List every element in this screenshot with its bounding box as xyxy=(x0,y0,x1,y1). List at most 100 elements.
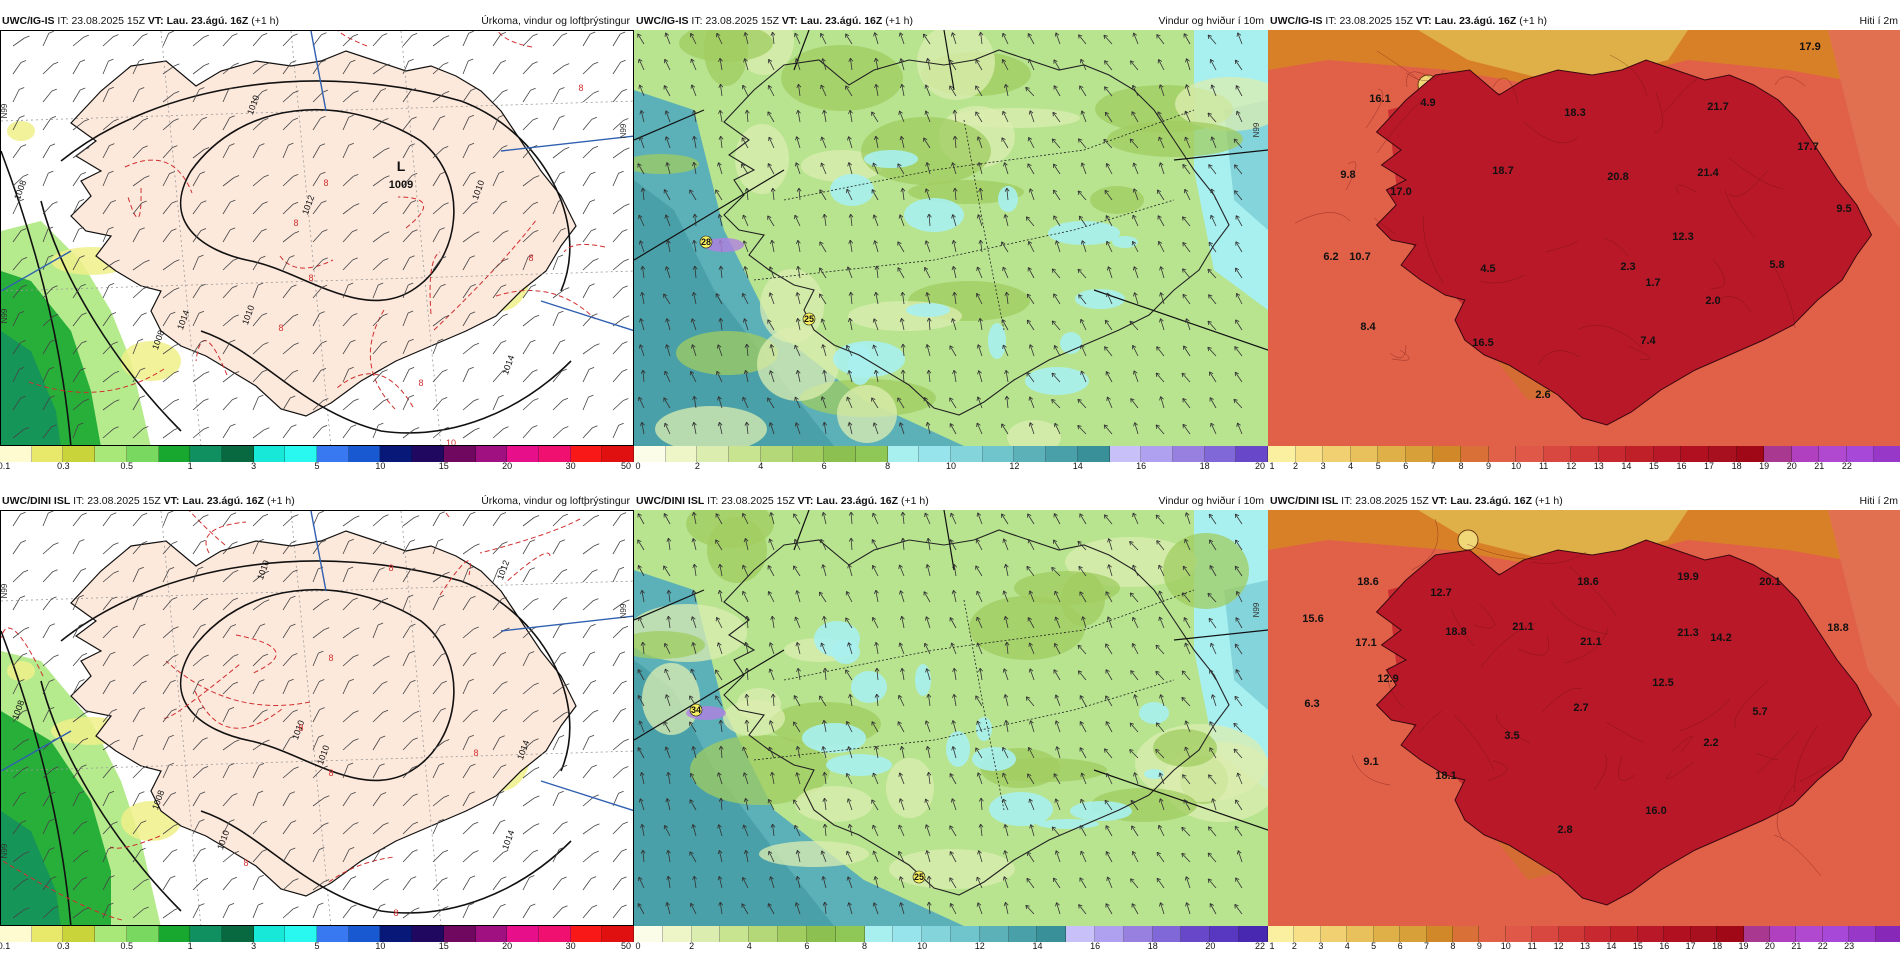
panel-title: Vindur og hviður í 10m xyxy=(1159,492,1264,510)
colorbar-swatch xyxy=(1014,446,1046,462)
lead-time: (+1 h) xyxy=(267,495,295,507)
colorbar-swatch xyxy=(824,446,856,462)
run-info: UWC/IG-IS IT: 23.08.2025 15Z VT: Lau. 23… xyxy=(1270,12,1547,30)
colorbar-swatch xyxy=(1516,446,1544,462)
colorbar-tick-label: 0.3 xyxy=(57,461,70,471)
colorbar-swatch xyxy=(1323,446,1351,462)
model-name: UWC/DINI ISL xyxy=(636,495,704,507)
lead-time: (+1 h) xyxy=(1535,495,1563,507)
colorbar-swatch xyxy=(1153,926,1182,942)
lat-tick-label: N99 xyxy=(1252,602,1261,617)
panel-title: Úrkoma, vindur og loftþrýstingur xyxy=(481,12,630,30)
colorbar-swatch xyxy=(571,446,603,462)
colorbar-swatch xyxy=(317,446,349,462)
temp-label: 12.9 xyxy=(1377,673,1398,685)
colorbar-swatch xyxy=(32,446,64,462)
colorbar-swatch xyxy=(1461,446,1489,462)
colorbar-swatch xyxy=(1770,926,1796,942)
colorbar-tick-label: 5 xyxy=(1376,461,1381,471)
temp-label: 18.6 xyxy=(1357,576,1378,588)
colorbar-tick-label: 3 xyxy=(1321,461,1326,471)
model-name: UWC/IG-IS xyxy=(1270,15,1323,27)
colorbar-swatch xyxy=(190,446,222,462)
colorbar-swatch xyxy=(1764,446,1792,462)
temp-label: 21.4 xyxy=(1697,167,1719,179)
colorbar-swatch xyxy=(1141,446,1173,462)
colorbar-tick-label: 16 xyxy=(1136,461,1146,471)
it-label: IT: xyxy=(1325,15,1336,27)
colorbar-swatch xyxy=(571,926,603,942)
gust-max-label: 34 xyxy=(691,705,701,715)
colorbar-swatch xyxy=(1351,446,1379,462)
colorbar-swatches xyxy=(634,446,1268,462)
colorbar-swatch xyxy=(1268,446,1296,462)
colorbar-swatch xyxy=(663,926,692,942)
colorbar-tick-label: 50 xyxy=(621,461,631,471)
vt-label: VT: xyxy=(164,495,180,507)
colorbar-swatch xyxy=(539,926,571,942)
temp-label: 9.5 xyxy=(1836,203,1851,215)
it-value: 23.08.2025 15Z xyxy=(71,15,145,27)
vt-label: VT: xyxy=(1432,495,1448,507)
colorbar-swatch xyxy=(1847,446,1875,462)
model-name: UWC/DINI ISL xyxy=(1270,495,1338,507)
it-label: IT: xyxy=(57,15,68,27)
colorbar-swatch xyxy=(1433,446,1461,462)
vt-value: Lau. 23.ágú. 16Z xyxy=(816,495,898,507)
it-label: IT: xyxy=(73,495,84,507)
colorbar-tick-label: 8 xyxy=(1458,461,1463,471)
map-canvas[interactable]: 18.612.715.617.16.312.93.59.118.12.818.8… xyxy=(1268,510,1900,926)
model-name: UWC/IG-IS xyxy=(2,15,55,27)
map-canvas[interactable]: L100910101010100810121014100810101014888… xyxy=(1,31,634,446)
colorbar-swatch xyxy=(1489,446,1517,462)
colorbar-swatch xyxy=(1124,926,1153,942)
colorbar-swatch xyxy=(1296,446,1324,462)
run-info: UWC/IG-IS IT: 23.08.2025 15Z VT: Lau. 23… xyxy=(636,12,913,30)
colorbar-swatch xyxy=(1654,446,1682,462)
temp-label: 4.9 xyxy=(1420,97,1435,109)
temp-label: 20.1 xyxy=(1759,576,1780,588)
panel-header: UWC/DINI ISL IT: 23.08.2025 15Z VT: Lau.… xyxy=(1268,492,1900,510)
it-value: 23.08.2025 15Z xyxy=(87,495,161,507)
colorbar-swatch xyxy=(951,926,980,942)
colorbar-swatch xyxy=(1009,926,1038,942)
isotherm-label: 8 xyxy=(328,768,333,778)
colorbar-tick-label: 15 xyxy=(1649,461,1659,471)
colorbar-swatch xyxy=(1427,926,1453,942)
isotherm-label: 8 xyxy=(418,378,423,388)
colorbar-swatch xyxy=(95,926,127,942)
colorbar-swatch xyxy=(893,926,922,942)
colorbar-swatch xyxy=(634,446,666,462)
colorbar-swatch xyxy=(1210,926,1239,942)
lead-time: (+1 h) xyxy=(1519,15,1547,27)
colorbar-tick-label: 15 xyxy=(439,461,449,471)
colorbar-swatch xyxy=(1046,446,1078,462)
temp-label: 21.1 xyxy=(1580,636,1601,648)
temp-label: 12.5 xyxy=(1652,677,1673,689)
pressure-value-label: 1009 xyxy=(389,179,413,191)
colorbar-tick-label: 2 xyxy=(695,461,700,471)
panel-title: Hiti í 2m xyxy=(1859,492,1898,510)
temp-label: 12.3 xyxy=(1672,231,1693,243)
colorbar-swatch xyxy=(539,446,571,462)
temp-label: 5.7 xyxy=(1752,706,1767,718)
colorbar-swatch xyxy=(254,926,286,942)
colorbar-tick-label: 7 xyxy=(1431,461,1436,471)
colorbar-swatch xyxy=(190,926,222,942)
lat-tick-label: N99 xyxy=(1,308,9,323)
colorbar-swatch xyxy=(1626,446,1654,462)
colorbar-swatch xyxy=(1737,446,1765,462)
map-panel-igis-precip: UWC/IG-IS IT: 23.08.2025 15Z VT: Lau. 23… xyxy=(0,12,634,472)
